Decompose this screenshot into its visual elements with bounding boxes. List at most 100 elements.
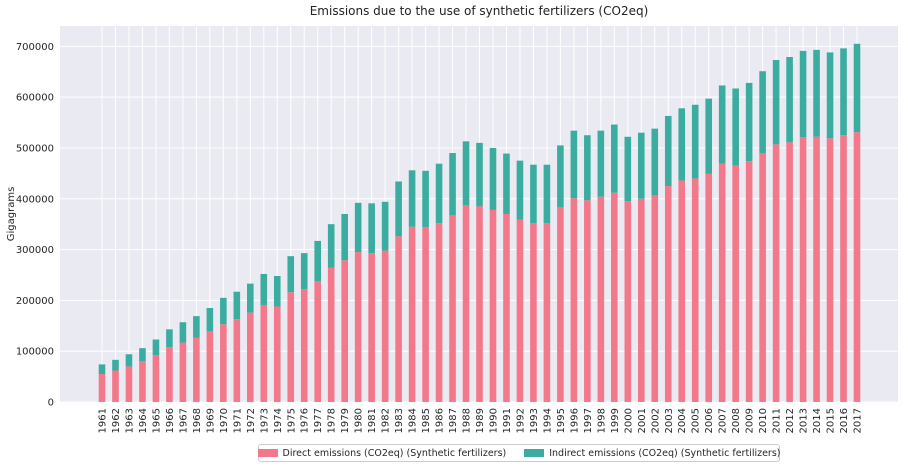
bar-indirect <box>112 359 119 371</box>
x-tick-label: 2012 <box>785 408 796 433</box>
bar-direct <box>206 331 214 402</box>
bar-direct <box>840 135 847 403</box>
x-tick-label: 1975 <box>286 408 297 433</box>
x-tick-label: 2010 <box>758 408 769 433</box>
y-tick-label: 100000 <box>16 347 54 358</box>
bar-direct <box>354 252 362 402</box>
bar-direct <box>584 200 591 402</box>
x-tick-label: 1982 <box>381 408 392 433</box>
x-tick-label: 1972 <box>246 408 257 433</box>
bar-direct <box>732 165 739 402</box>
x-tick-label: 1990 <box>488 408 499 433</box>
bar-indirect <box>611 124 618 193</box>
bar-indirect <box>381 201 389 251</box>
x-tick-label: 1961 <box>98 408 109 433</box>
bar-indirect <box>152 339 160 356</box>
bar-indirect <box>179 322 187 343</box>
bar-direct <box>772 144 780 402</box>
bar-indirect <box>718 85 726 164</box>
x-tick-label: 1986 <box>435 408 446 433</box>
bar-direct <box>462 205 470 402</box>
bar-direct <box>489 209 497 402</box>
bar-indirect <box>651 128 659 196</box>
bar-direct <box>530 223 537 402</box>
bar-indirect <box>206 308 214 332</box>
x-tick-label: 1993 <box>529 408 540 433</box>
y-axis-label: Gigagrams <box>6 187 17 242</box>
bar-indirect <box>273 275 281 307</box>
x-tick-label: 1995 <box>556 408 567 433</box>
bar-indirect <box>139 348 146 362</box>
x-tick-label: 1989 <box>475 408 486 433</box>
x-tick-label: 1962 <box>111 408 122 433</box>
x-tick-label: 2004 <box>677 408 688 433</box>
x-tick-label: 2008 <box>731 408 742 433</box>
y-tick-label: 400000 <box>16 194 54 205</box>
legend-item-direct: Direct emissions (CO2eq) (Synthetic fert… <box>257 447 507 459</box>
bar-direct <box>125 366 133 402</box>
bar-direct <box>543 223 551 402</box>
bar-indirect <box>786 56 793 143</box>
bar-direct <box>273 306 281 402</box>
bar-direct <box>503 214 510 402</box>
legend-label-direct: Direct emissions (CO2eq) (Synthetic fert… <box>282 447 507 459</box>
bar-direct <box>826 138 834 403</box>
bar-indirect <box>368 203 375 254</box>
bar-indirect <box>247 283 254 313</box>
y-tick-label: 500000 <box>16 143 54 154</box>
bar-direct <box>516 219 524 402</box>
bar-indirect <box>799 50 807 138</box>
bar-direct <box>705 173 712 402</box>
bar-direct <box>449 215 456 402</box>
bar-direct <box>260 304 268 402</box>
y-tick-label: 700000 <box>16 42 54 53</box>
x-tick-label: 2015 <box>826 408 837 433</box>
bar-direct <box>759 153 766 402</box>
x-tick-label: 1963 <box>124 408 135 433</box>
bar-indirect <box>597 130 605 197</box>
x-tick-label: 1998 <box>596 408 607 433</box>
x-tick-label: 1978 <box>327 408 338 433</box>
bar-indirect <box>570 130 578 199</box>
bar-indirect <box>408 170 416 227</box>
bar-indirect <box>664 115 672 187</box>
bar-indirect <box>691 104 699 179</box>
bar-direct <box>422 227 429 402</box>
bar-indirect <box>543 164 551 224</box>
bar-indirect <box>516 160 524 220</box>
bar-direct <box>193 337 200 402</box>
bar-indirect <box>745 82 753 162</box>
bar-indirect <box>98 364 106 375</box>
bar-indirect <box>503 153 510 214</box>
bar-direct <box>98 374 106 402</box>
x-tick-label: 1991 <box>502 408 513 433</box>
bar-direct <box>408 226 416 402</box>
legend-item-indirect: Indirect emissions (CO2eq) (Synthetic fe… <box>524 448 781 459</box>
x-tick-label: 1967 <box>178 408 189 433</box>
bar-indirect <box>193 316 200 338</box>
x-tick-label: 2007 <box>718 408 729 433</box>
bar-indirect <box>530 164 537 224</box>
bar-direct <box>220 324 227 402</box>
bar-indirect <box>637 132 645 199</box>
bar-direct <box>611 192 618 402</box>
x-tick-label: 2003 <box>664 408 675 433</box>
bar-indirect <box>260 273 268 305</box>
bar-direct <box>637 198 645 402</box>
bar-indirect <box>853 43 861 133</box>
x-tick-label: 2002 <box>650 408 661 433</box>
bar-direct <box>179 342 187 402</box>
x-tick-label: 2017 <box>853 408 864 433</box>
y-tick-label: 200000 <box>16 296 54 307</box>
x-tick-labels: 1961 1962 1963 1964 1965 1966 1967 1968 1969 1970… <box>98 408 864 433</box>
x-tick-label: 1970 <box>219 408 230 433</box>
x-tick-label: 1976 <box>300 408 311 433</box>
bar-direct <box>624 201 632 402</box>
bar-indirect <box>624 136 632 202</box>
bar-direct <box>139 361 146 402</box>
bar-direct <box>678 180 686 402</box>
x-tick-label: 1980 <box>354 408 365 433</box>
bar-direct <box>247 312 254 402</box>
legend-swatch-direct <box>257 449 278 457</box>
